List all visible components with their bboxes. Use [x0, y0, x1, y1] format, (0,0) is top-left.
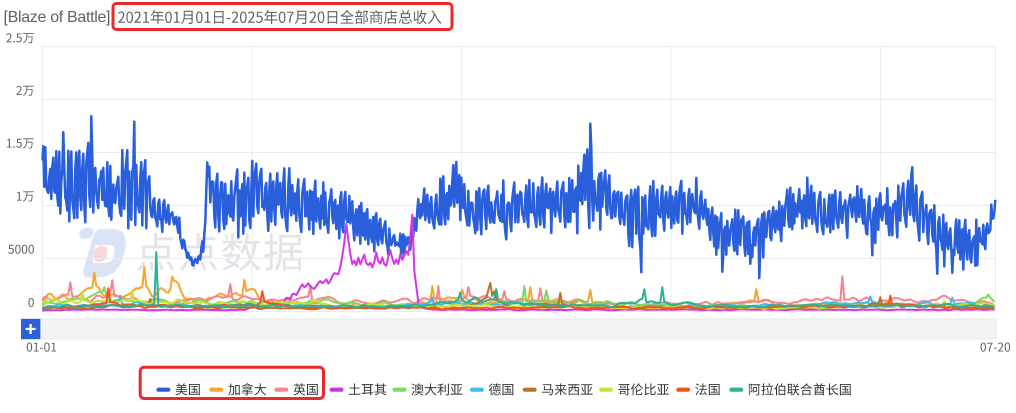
svg-text:[Blaze of Battle]: [Blaze of Battle]: [4, 9, 111, 26]
